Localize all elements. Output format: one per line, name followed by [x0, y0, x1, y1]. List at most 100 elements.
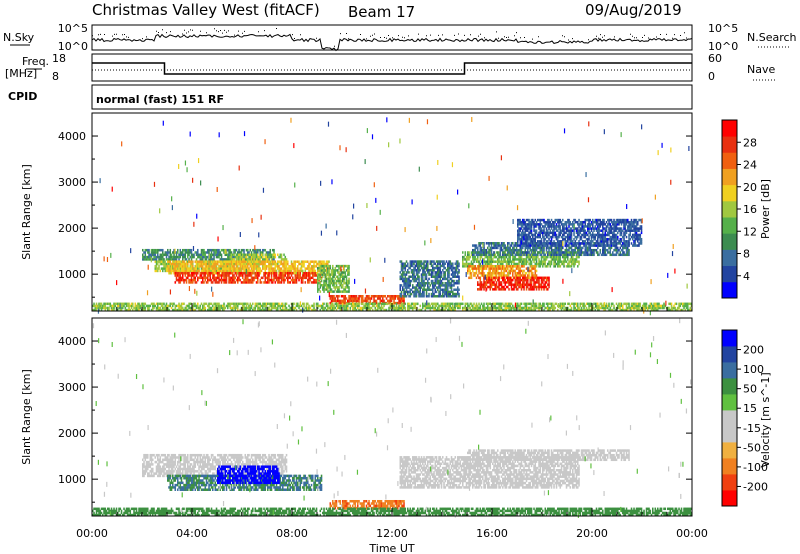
power-cell-3 — [170, 262, 173, 266]
power-cell-7 — [455, 294, 458, 298]
power-cell-7 — [450, 262, 453, 265]
power-cell-2 — [233, 262, 235, 266]
power-cell-9 — [523, 269, 525, 273]
power-cell-11 — [547, 251, 549, 254]
power-cell-11 — [522, 246, 524, 250]
power-cell-4 — [223, 274, 225, 277]
power-cell-7 — [428, 268, 430, 272]
power-cell-3 — [267, 260, 269, 263]
power-cell-9 — [497, 267, 499, 270]
power-cell-8 — [493, 260, 495, 263]
power-cell-4 — [287, 274, 289, 277]
power-cell-7 — [440, 294, 443, 298]
power-cell-7 — [434, 273, 437, 276]
power-cell-8 — [555, 255, 558, 259]
power-cell-3 — [292, 267, 294, 270]
power-cell-3 — [244, 265, 247, 268]
power-cell-5 — [339, 281, 342, 285]
power-cell-0 — [143, 251, 145, 254]
power-cell-7 — [419, 286, 422, 289]
power-cell-8 — [575, 255, 578, 259]
power-cell-0 — [158, 248, 160, 252]
power-cell-4 — [297, 271, 299, 275]
power-cell-4 — [222, 274, 224, 277]
power-cell-8 — [520, 260, 523, 263]
power-cell-4 — [185, 281, 188, 284]
power-cell-5 — [334, 267, 337, 270]
power-cell-0 — [272, 248, 274, 252]
power-cell-11 — [574, 251, 577, 254]
power-cell-4 — [248, 271, 250, 275]
power-cell-3 — [275, 265, 278, 268]
power-cell-8 — [538, 262, 540, 266]
power-cell-0 — [202, 258, 204, 261]
power-cell-4 — [237, 278, 239, 282]
power-cell-7 — [423, 279, 425, 283]
power-cell-5 — [337, 286, 339, 289]
power-cell-5 — [329, 273, 332, 276]
power-cell-6 — [358, 294, 360, 298]
power-cell-3 — [284, 262, 287, 266]
power-cell-3 — [305, 260, 308, 263]
power-cell-7 — [432, 292, 434, 296]
power-cell-8 — [467, 255, 469, 259]
power-cell-3 — [325, 269, 328, 273]
power-cell-4 — [213, 274, 215, 277]
power-cell-4 — [234, 271, 237, 275]
power-cell-9 — [512, 269, 514, 273]
power-cell-4 — [207, 274, 209, 277]
power-cell-5 — [344, 286, 347, 289]
power-cell-11 — [548, 248, 550, 252]
power-cell-7 — [450, 286, 453, 289]
power-cell-4 — [285, 276, 288, 280]
power-cell-0 — [174, 258, 177, 261]
power-cell-9 — [515, 274, 518, 277]
power-cell-8 — [478, 262, 480, 266]
power-cell-10 — [480, 283, 483, 286]
power-cell-8 — [500, 260, 503, 263]
power-cell-3 — [232, 265, 234, 268]
power-cell-7 — [399, 288, 402, 291]
power-cell-3 — [288, 265, 290, 268]
power-cell-0 — [273, 251, 275, 254]
power-cell-7 — [433, 284, 435, 287]
power-cell-7 — [455, 288, 458, 291]
power-cell-3 — [283, 271, 285, 275]
power-cell-4 — [299, 271, 302, 275]
power-cell-7 — [420, 273, 423, 276]
power-cell-0 — [187, 253, 189, 257]
power-cell-10 — [532, 276, 534, 280]
power-cell-8 — [538, 258, 540, 261]
power-cell-5 — [329, 284, 332, 287]
power-cell-4 — [270, 281, 273, 284]
power-cell-10 — [533, 278, 535, 282]
power-cell-7 — [455, 275, 458, 278]
power-cell-5 — [327, 288, 329, 291]
power-cell-6 — [330, 294, 333, 298]
power-cell-7 — [440, 288, 443, 291]
power-cell-4 — [247, 278, 249, 282]
power-cell-7 — [420, 264, 423, 268]
power-cell-11 — [497, 246, 499, 250]
power-cell-4 — [303, 271, 305, 275]
power-cell-8 — [528, 258, 530, 261]
power-cell-3 — [245, 267, 248, 270]
power-cell-7 — [449, 266, 452, 270]
power-cell-7 — [440, 271, 443, 274]
power-cell-7 — [412, 273, 414, 276]
power-cell-3 — [207, 265, 209, 268]
power-cell-3 — [169, 260, 172, 263]
power-cell-10 — [515, 285, 518, 289]
power-cell-3 — [273, 269, 275, 273]
power-cell-7 — [443, 262, 445, 265]
power-cell-0 — [185, 258, 188, 261]
power-cell-0 — [197, 251, 199, 254]
power-cell-0 — [253, 251, 255, 254]
power-cell-0 — [250, 251, 253, 254]
power-cell-4 — [213, 276, 215, 280]
power-cell-0 — [163, 253, 165, 257]
power-cell-0 — [195, 258, 198, 261]
power-cell-0 — [210, 258, 213, 261]
power-cell-4 — [289, 276, 292, 280]
power-cell-5 — [332, 264, 334, 268]
